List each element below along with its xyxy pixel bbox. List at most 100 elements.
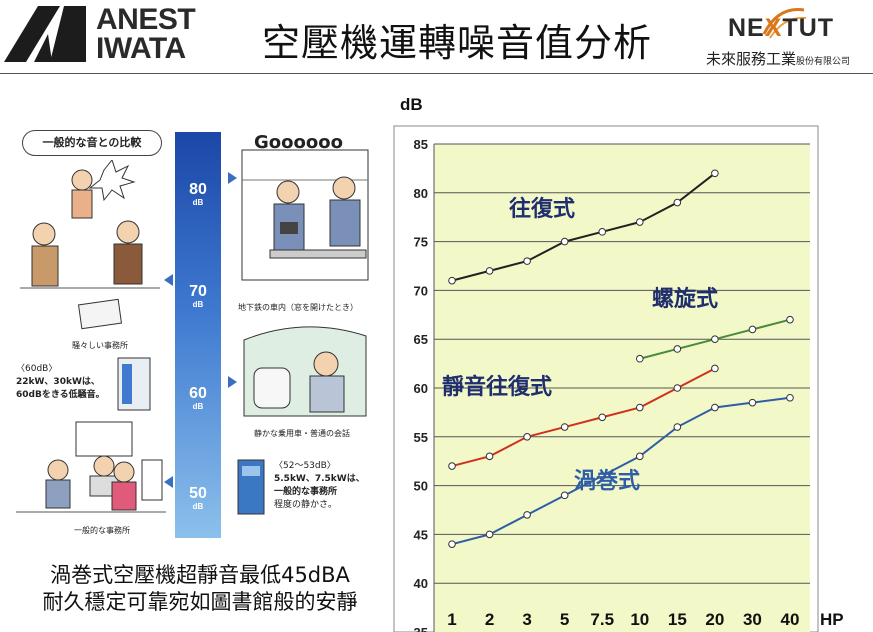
noisy-office-illustration — [20, 160, 160, 330]
arrow-50-icon — [164, 476, 173, 488]
series-line — [451, 396, 791, 546]
anest-iwata-logo-mark — [4, 6, 86, 62]
compressor-60db-illustration — [117, 357, 151, 411]
y-tick-label: 45 — [414, 527, 428, 542]
data-point — [786, 393, 794, 402]
series-lines — [451, 172, 791, 546]
data-point — [523, 257, 531, 265]
note-52db: 〈52～53dB〉 5.5kW、7.5kWは、 一般的な事務所 程度の静かさ。 — [274, 461, 365, 510]
data-point — [598, 472, 607, 480]
compressor-52db-illustration — [237, 459, 265, 515]
data-point — [748, 325, 757, 334]
caption-car: 静かな乗用車・普通の会話 — [254, 429, 350, 438]
caption-line-2: 耐久穩定可靠宛如圖書館般的安靜 — [42, 590, 358, 614]
db-scale-bar: 80 dB 70 dB 60 dB 50 dB — [175, 132, 221, 538]
x-tick-label: 1 — [447, 610, 456, 629]
data-point — [635, 354, 644, 363]
data-point — [560, 491, 569, 500]
data-point — [711, 335, 719, 343]
y-tick-label: 55 — [414, 430, 428, 445]
nextut-company: 未來服務工業股份有限公司 — [706, 50, 851, 68]
series-line — [451, 367, 716, 468]
caption-line-1: 渦巻式空壓機超靜音最低45dBA — [50, 563, 350, 587]
data-point — [448, 540, 456, 548]
data-point — [485, 452, 494, 461]
series-label: 渦巻式 — [574, 468, 640, 494]
x-tick-label: 30 — [743, 610, 762, 629]
anest-iwata-logo-text: ANEST IWATA — [96, 5, 226, 64]
y-tick-label: 40 — [414, 576, 428, 591]
data-point — [673, 345, 682, 353]
y-tick-label: 50 — [414, 479, 428, 494]
series-line — [451, 172, 716, 282]
data-point — [711, 403, 719, 412]
data-point — [711, 364, 719, 373]
grid-lines — [433, 143, 810, 632]
arrow-60-icon — [228, 376, 237, 388]
x-tick-labels: 1 2 3 5 7.5 10 15 20 30 40 — [447, 610, 799, 629]
series-label: 螺旋式 — [652, 286, 718, 312]
nextut-logo: NEXTUT 未來服務工業股份有限公司 — [700, 4, 870, 68]
data-point — [598, 413, 607, 422]
y-tick-label: 75 — [414, 235, 428, 250]
y-tick-label: 80 — [414, 186, 428, 201]
data-point — [635, 403, 644, 412]
caption-subway: 地下鉄の車内（窓を開けたとき） — [238, 303, 358, 312]
header-divider — [0, 73, 873, 74]
x-tick-label: 40 — [781, 610, 800, 629]
series-label: 往復式 — [509, 196, 575, 222]
ordinary-office-illustration — [16, 421, 166, 513]
y-tick-label: 60 — [414, 381, 428, 396]
series-points — [448, 169, 794, 548]
data-point — [673, 198, 682, 207]
data-point — [560, 237, 569, 246]
data-point — [711, 169, 719, 178]
header: ANEST IWATA 空壓機運轉噪音值分析 NEXTUT 未來服務工業股份有限… — [0, 0, 873, 74]
data-point — [560, 423, 569, 431]
y-tick-label: 85 — [414, 137, 428, 152]
x-tick-label: 20 — [705, 610, 724, 629]
comparison-bubble: 一般的な音との比較 — [22, 130, 162, 156]
bottom-caption: 渦巻式空壓機超靜音最低45dBA 耐久穩定可靠宛如圖書館般的安靜 — [10, 562, 390, 616]
data-point — [635, 452, 644, 461]
caption-ordinary-office: 一般的な事務所 — [74, 526, 130, 535]
y-tick-label: 35 — [414, 625, 428, 632]
data-point — [786, 315, 794, 324]
db-label-60: 60 dB — [189, 385, 207, 411]
x-tick-label: 2 — [485, 610, 494, 629]
data-point — [523, 433, 531, 441]
noise-comparison-illustration: 一般的な音との比較 80 dB 70 dB 60 dB 50 dB 騒々しい事務所 〈6… — [12, 120, 372, 540]
data-point — [523, 511, 531, 519]
arrow-70-icon — [164, 274, 173, 286]
nextut-swoosh-icon — [762, 8, 807, 39]
arrow-80-icon — [228, 172, 237, 184]
x-tick-label: 7.5 — [590, 610, 614, 629]
subway-comic-text: Goooooo — [254, 132, 343, 153]
car-illustration — [243, 326, 367, 417]
x-tick-label: 3 — [522, 610, 531, 629]
x-tick-label: 5 — [560, 610, 569, 629]
y-tick-labels: 35 40 45 50 55 60 65 70 75 80 85 — [414, 137, 428, 632]
db-label-70: 70 dB — [189, 283, 207, 309]
noise-line-chart: 3540455055606570758085 12357.51015203040… — [393, 95, 844, 632]
data-point — [485, 267, 494, 275]
db-label-50: 50 dB — [189, 485, 207, 511]
nextut-brand: NEXTUT — [728, 14, 835, 42]
data-point — [485, 530, 494, 539]
x-tick-label: 15 — [668, 610, 687, 629]
logo-line-1: ANEST — [96, 3, 196, 36]
data-point — [448, 462, 456, 470]
x-tick-label: 10 — [630, 610, 649, 629]
db-label-80: 80 dB — [189, 181, 207, 207]
y-axis-label: dB — [400, 95, 423, 114]
y-tick-label: 70 — [414, 283, 428, 298]
caption-noisy-office: 騒々しい事務所 — [72, 341, 128, 350]
y-tick-label: 65 — [414, 332, 428, 347]
series-label: 靜音往復式 — [442, 374, 552, 400]
data-point — [448, 276, 456, 285]
note-60db: 〈60dB〉 22kW、30kWは、 60dBをきる低騒音。 — [16, 364, 105, 400]
subway-illustration: Goooooo — [241, 132, 369, 281]
data-point — [748, 398, 757, 407]
data-point — [673, 384, 682, 392]
